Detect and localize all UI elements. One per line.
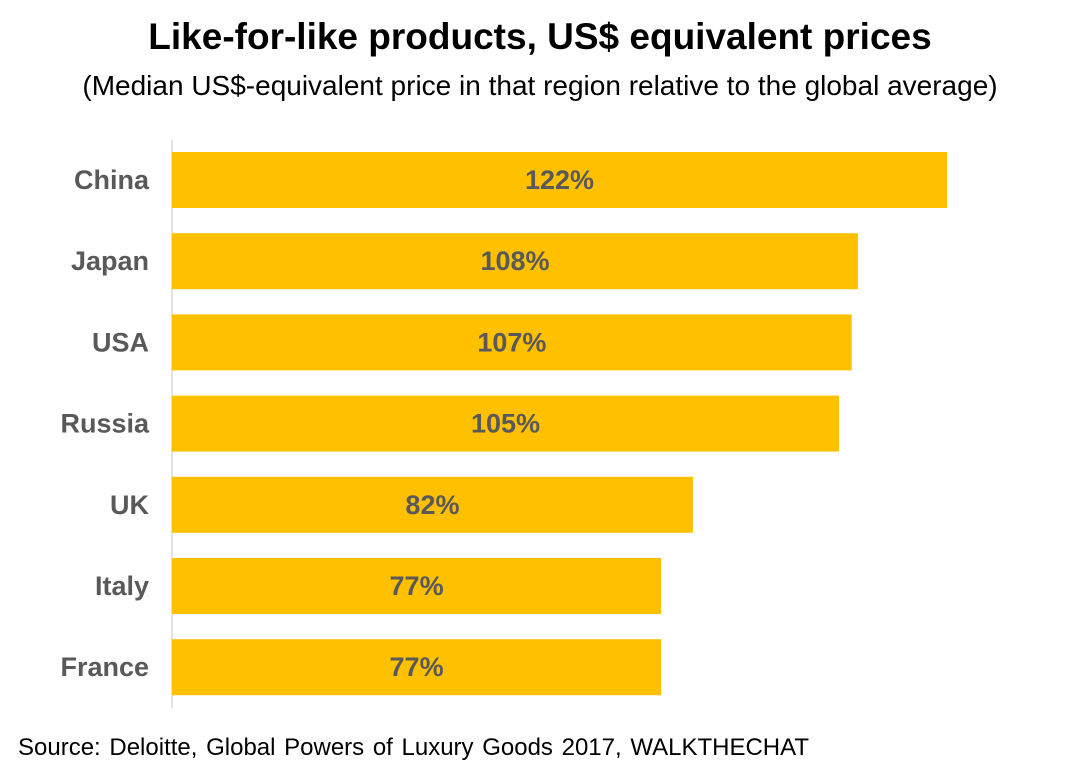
category-label-japan: Japan (71, 246, 149, 276)
bar-usa (172, 314, 852, 371)
data-label-usa: 107% (477, 327, 546, 357)
bar-japan (172, 233, 859, 290)
bar-italy (172, 558, 662, 614)
bar-russia (172, 395, 840, 452)
chart-subtitle: (Median US$-equivalent price in that reg… (82, 70, 998, 101)
data-label-france: 77% (390, 652, 444, 682)
category-label-italy: Italy (95, 571, 149, 601)
bar-china (172, 152, 947, 208)
data-label-uk: 82% (405, 490, 459, 520)
category-label-france: France (60, 652, 149, 682)
bar-uk (172, 476, 693, 533)
category-label-uk: UK (110, 490, 149, 520)
chart-title: Like-for-like products, US$ equivalent p… (148, 16, 932, 57)
category-label-china: China (74, 165, 150, 195)
data-label-russia: 105% (471, 409, 540, 439)
category-label-russia: Russia (60, 409, 150, 439)
category-label-usa: USA (92, 327, 149, 357)
data-label-china: 122% (525, 165, 594, 195)
source-note: Source: Deloitte, Global Powers of Luxur… (18, 734, 809, 761)
data-label-japan: 108% (481, 246, 550, 276)
data-label-italy: 77% (390, 571, 444, 601)
bar-france (172, 639, 662, 696)
